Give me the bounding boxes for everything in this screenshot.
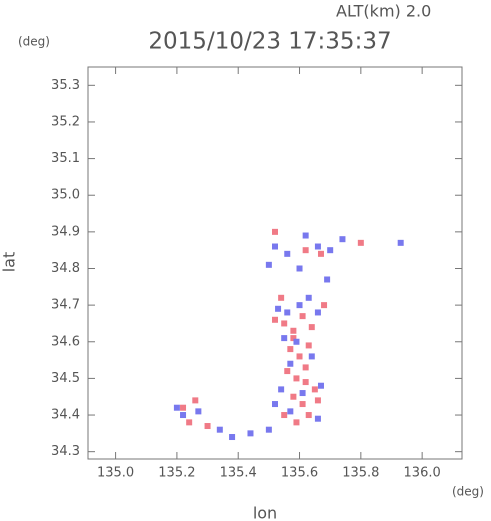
- echo-point: [275, 305, 282, 312]
- y-tick-label: 35.1: [51, 151, 80, 166]
- echo-point: [311, 386, 318, 393]
- echo-point: [305, 342, 312, 349]
- echo-point: [290, 327, 297, 334]
- x-tick-label: 135.0: [97, 466, 134, 481]
- echo-point: [195, 408, 202, 415]
- echo-point: [281, 335, 288, 342]
- echo-point: [284, 368, 291, 375]
- echo-point: [204, 423, 211, 430]
- x-tick-label: 135.8: [342, 466, 379, 481]
- echo-point: [229, 434, 236, 441]
- x-tick-label: 135.6: [281, 466, 318, 481]
- x-unit: (deg): [452, 485, 484, 499]
- echo-point: [265, 426, 272, 433]
- echo-point: [186, 419, 193, 426]
- x-tick-label: 135.4: [220, 466, 257, 481]
- echo-point: [284, 309, 291, 316]
- echo-point: [281, 320, 288, 327]
- echo-point: [321, 302, 328, 309]
- chart-title: 2015/10/23 17:35:37: [148, 29, 391, 55]
- echo-point: [339, 236, 346, 243]
- echo-point: [302, 232, 309, 239]
- echo-point: [299, 390, 306, 397]
- echo-point: [299, 401, 306, 408]
- y-tick-label: 34.9: [51, 224, 80, 239]
- echo-point: [287, 360, 294, 367]
- echo-point: [302, 364, 309, 371]
- echo-point: [247, 430, 254, 437]
- y-tick-label: 35.2: [51, 114, 80, 129]
- plot-frame: [87, 66, 463, 460]
- echo-point: [287, 346, 294, 353]
- y-tick-label: 34.5: [51, 371, 80, 386]
- echo-point: [272, 228, 278, 235]
- echo-point: [287, 408, 294, 415]
- echo-point: [290, 393, 297, 400]
- y-tick-label: 35.3: [51, 78, 80, 93]
- y-unit: (deg): [18, 35, 50, 49]
- echo-point: [290, 335, 297, 342]
- echo-point: [314, 415, 321, 422]
- echo-point: [314, 309, 321, 316]
- echo-point: [216, 426, 223, 433]
- echo-point: [180, 412, 187, 419]
- echo-point: [324, 276, 331, 283]
- echo-point: [278, 386, 285, 393]
- echo-point: [308, 353, 315, 360]
- echo-point: [308, 324, 315, 331]
- y-tick-label: 34.4: [51, 408, 80, 423]
- y-tick-label: 34.6: [51, 334, 80, 349]
- x-tick-label: 135.2: [158, 466, 195, 481]
- echo-point: [272, 243, 278, 250]
- y-tick-label: 34.7: [51, 298, 80, 313]
- echo-point: [314, 397, 321, 404]
- y-tick-label: 34.3: [51, 444, 80, 459]
- echo-point: [317, 250, 324, 257]
- echo-point: [272, 401, 278, 408]
- x-axis-label: lon: [253, 504, 277, 521]
- echo-point: [265, 261, 272, 268]
- echo-point: [305, 412, 312, 419]
- echo-point: [293, 338, 300, 345]
- echo-point: [278, 294, 285, 301]
- echo-point: [296, 353, 303, 360]
- echo-point: [272, 316, 278, 323]
- echo-point: [357, 239, 364, 246]
- echo-point: [314, 243, 321, 250]
- echo-point: [284, 250, 291, 257]
- echo-point: [296, 265, 303, 272]
- echo-point: [293, 419, 300, 426]
- echo-point: [299, 313, 306, 320]
- echo-point: [317, 382, 324, 389]
- altitude-label: ALT(km) 2.0: [336, 2, 431, 21]
- y-tick-label: 35.0: [51, 188, 80, 203]
- x-tick-label: 136.0: [404, 466, 441, 481]
- echo-point: [327, 247, 334, 254]
- echo-point: [293, 375, 300, 382]
- y-tick-label: 34.8: [51, 261, 80, 276]
- echo-point: [302, 247, 309, 254]
- echo-point: [192, 397, 199, 404]
- echo-point: [173, 404, 180, 411]
- y-axis-label: lat: [0, 252, 19, 273]
- echo-point: [302, 379, 309, 386]
- echo-point: [305, 294, 312, 301]
- echo-point: [281, 412, 288, 419]
- echo-point: [397, 239, 404, 246]
- echo-point: [180, 404, 187, 411]
- echo-point: [296, 302, 303, 309]
